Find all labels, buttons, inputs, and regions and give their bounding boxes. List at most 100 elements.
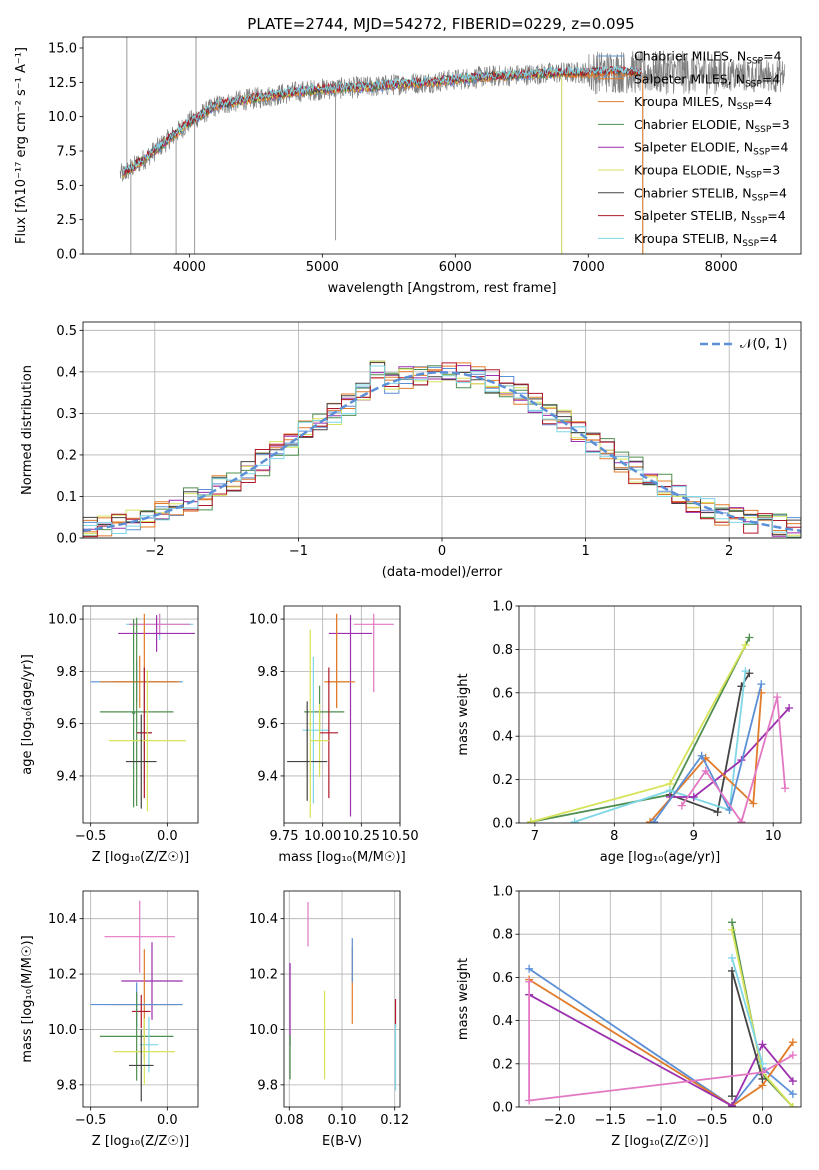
- legend-label: Salpeter STELIB, NSSP=4: [634, 208, 786, 226]
- errorbar-plot-area: [90, 900, 183, 1102]
- y-tick-label: 0.0: [492, 1101, 513, 1116]
- age-vs-mass-panel: 9.75 10.00 10.25 10.50 9.4 9.6 9.8 10.0 mass [lo…: [249, 605, 419, 865]
- errorbar-point: [129, 1029, 154, 1102]
- plus-marker: [526, 817, 535, 823]
- errorbar-point: [310, 704, 329, 778]
- x-tick-label: 0.0: [157, 1113, 178, 1128]
- plus-marker: [758, 1059, 767, 1068]
- y-tick-label: 10.0: [48, 1023, 77, 1038]
- y-tick-label: 9.8: [56, 665, 77, 680]
- x-tick-label: 10: [765, 829, 782, 844]
- histogram-step-line: [83, 365, 801, 538]
- plus-marker: [677, 801, 686, 810]
- y-tick-label: 0.4: [492, 1014, 513, 1029]
- spectrum-panel: 4000 5000 6000 7000 8000 0.0 2.5 5.0 7.5 10.0 12.5…: [14, 36, 802, 296]
- weight-series-line: [653, 683, 763, 823]
- y-tick-label: 0.2: [492, 773, 513, 788]
- legend-label: Kroupa ELODIE, NSSP=3: [634, 163, 780, 181]
- plus-marker: [745, 633, 754, 642]
- legend-label: Salpeter ELODIE, NSSP=4: [634, 140, 789, 158]
- y-tick-label: 0.4: [56, 365, 77, 380]
- age-vs-Z-panel: −0.5 0.0 9.4 9.6 9.8 10.0 Z [log₁₀(Z/Z☉)] age […: [20, 605, 199, 865]
- y-tick-label: 10.2: [48, 968, 77, 983]
- plus-marker: [758, 1040, 767, 1049]
- weight-series-line: [528, 968, 794, 1107]
- weight-series-line: [528, 981, 794, 1102]
- errorbar-point: [121, 942, 183, 1020]
- axes-frame: [518, 890, 802, 1108]
- y-tick-label: 0.2: [492, 1057, 513, 1072]
- x-tick-label: −1.0: [645, 1113, 677, 1128]
- plus-marker: [741, 667, 750, 676]
- y-tick-label: 0.5: [56, 324, 77, 339]
- axes-frame: [82, 605, 199, 824]
- x-tick-label: 10.50: [381, 829, 418, 844]
- y-tick-label: 15.0: [48, 41, 77, 56]
- errorbar-point: [319, 667, 339, 799]
- errorbar-point: [129, 613, 191, 635]
- errorbar-point: [132, 619, 136, 808]
- x-tick-label: 0.0: [752, 1113, 773, 1128]
- y-tick-label: 1.0: [492, 600, 513, 615]
- errorbar-point: [353, 613, 394, 693]
- plus-marker: [728, 1092, 737, 1101]
- x-tick-label: 10.00: [304, 829, 341, 844]
- legend-label: Chabrier STELIB, NSSP=4: [634, 185, 787, 203]
- x-tick-label: −0.5: [696, 1113, 728, 1128]
- plus-marker: [650, 817, 659, 823]
- y-tick-label: 2.5: [56, 213, 77, 228]
- errorbar-point: [104, 900, 175, 973]
- y-tick-label: 0.2: [56, 448, 77, 463]
- x-axis-label: mass [log₁₀(M/M☉)]: [278, 850, 405, 865]
- y-axis-label: mass [log₁₀(M/M☉)]: [20, 935, 35, 1062]
- y-tick-label: 9.4: [56, 769, 77, 784]
- y-axis-label: Normed distribution: [20, 365, 35, 495]
- line-plot-area: [525, 918, 797, 1107]
- y-tick-label: 9.4: [257, 769, 278, 784]
- y-tick-label: 0.6: [492, 686, 513, 701]
- x-tick-label: 7000: [572, 260, 605, 275]
- plus-marker: [728, 918, 737, 927]
- line-plot-area: [526, 633, 794, 823]
- y-axis-label: mass weight: [456, 673, 471, 755]
- plus-marker: [757, 680, 766, 689]
- y-tick-label: 0.0: [56, 532, 77, 547]
- errorbar-plot-area: [287, 613, 394, 818]
- plus-marker: [788, 1090, 797, 1099]
- plus-marker: [773, 693, 782, 702]
- x-tick-label: 9.75: [270, 829, 299, 844]
- x-tick-label: 8000: [705, 260, 738, 275]
- x-tick-label: 7: [531, 829, 539, 844]
- weight-series-line: [574, 670, 747, 823]
- mass-vs-EBV-panel: 0.08 0.10 0.12 9.8 10.0 10.2 10.4 E(B-V): [249, 890, 409, 1149]
- errorbar-point: [136, 667, 152, 799]
- mass-weight-vs-age-panel: 7 8 9 10 0.0 0.2 0.4 0.6 0.8 1.0 age [log₁₀(age/yr…: [456, 600, 802, 865]
- y-tick-label: 0.1: [56, 490, 77, 505]
- x-tick-label: 0.08: [275, 1113, 304, 1128]
- mass-vs-Z-panel: −0.5 0.0 9.8 10.0 10.2 10.4 Z [log₁₀(Z/Z☉)] mas…: [20, 890, 199, 1149]
- y-tick-label: 5.0: [56, 179, 77, 194]
- x-tick-label: 6000: [439, 260, 472, 275]
- x-tick-label: 2: [725, 544, 733, 559]
- errorbar-point: [118, 615, 195, 652]
- y-tick-label: 0.0: [492, 817, 513, 832]
- y-tick-label: 0.4: [492, 730, 513, 745]
- errorbar-point: [287, 701, 328, 801]
- model-spectrum-line: [122, 65, 642, 176]
- y-tick-label: 10.0: [249, 613, 278, 628]
- plus-marker: [525, 977, 534, 986]
- figure-title: PLATE=2744, MJD=54272, FIBERID=0229, z=0…: [247, 15, 634, 33]
- y-tick-label: 0.3: [56, 407, 77, 422]
- x-axis-label: Z [log₁₀(Z/Z☉)]: [92, 1134, 189, 1149]
- errorbar-point: [132, 994, 151, 1029]
- y-tick-label: 10.2: [249, 968, 278, 983]
- x-axis-label: age [log₁₀(age/yr)]: [600, 850, 721, 865]
- plus-marker: [785, 703, 794, 712]
- y-tick-label: 1.0: [492, 885, 513, 900]
- x-tick-label: 1: [581, 544, 589, 559]
- x-axis-label: wavelength [Angstrom, rest frame]: [328, 281, 557, 296]
- x-tick-label: 0.0: [157, 829, 178, 844]
- x-tick-label: 0.12: [380, 1113, 409, 1128]
- plus-marker: [749, 799, 758, 808]
- y-tick-label: 9.8: [257, 665, 278, 680]
